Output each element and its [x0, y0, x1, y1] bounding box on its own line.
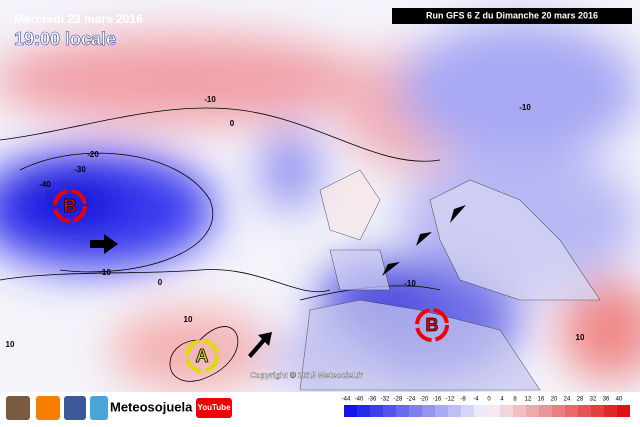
colorbar-swatch [357, 405, 370, 417]
colorbar-label: 12 [525, 397, 532, 403]
contour-label: -40 [39, 180, 51, 189]
colorbar-swatch [409, 405, 422, 417]
forecast-date: Mercredi 23 mars 2016 [14, 12, 143, 26]
colorbar-label: 28 [577, 397, 584, 403]
pressure-ring [53, 189, 87, 223]
colorbar-label: -4 [473, 397, 479, 403]
colorbar-swatch [565, 405, 578, 417]
colorbar-label: -12 [446, 397, 455, 403]
contour-label: 10 [184, 315, 193, 324]
pressure-center: B [64, 196, 77, 216]
colorbar-swatch [487, 405, 500, 417]
contour-label: -20 [87, 150, 99, 159]
colorbar-swatch [435, 405, 448, 417]
colorbar-label: -36 [368, 397, 377, 403]
colorbar-label: 36 [603, 397, 610, 403]
colorbar-label: 40 [616, 397, 623, 403]
pressure-center: B [426, 315, 439, 335]
colorbar-label: 4 [500, 397, 504, 403]
colorbar-swatch [552, 405, 565, 417]
copyright: Copyright © 2015 Meteociel.fr [250, 371, 363, 380]
coastlines [299, 169, 601, 391]
colorbar-label: -20 [420, 397, 429, 403]
colorbar-swatch [474, 405, 487, 417]
colorbar-label: 0 [487, 397, 491, 403]
colorbar-swatch [396, 405, 409, 417]
colorbar-swatch [513, 405, 526, 417]
colorbar-label: 32 [590, 397, 597, 403]
colorbar-swatch [578, 405, 591, 417]
colorbar-swatch [344, 405, 357, 417]
facebook-icon[interactable] [64, 396, 86, 420]
contour-label: -30 [74, 165, 86, 174]
colorbar-label: -24 [407, 397, 416, 403]
colorbar-swatch [604, 405, 617, 417]
brand: Meteosojuela [110, 399, 193, 414]
contour-label: -10 [519, 103, 531, 112]
blogger-icon[interactable] [36, 396, 60, 420]
instagram-icon[interactable] [6, 396, 30, 420]
contour-label: 10 [576, 333, 585, 342]
colorbar-label: -16 [433, 397, 442, 403]
run-box [392, 8, 632, 24]
colorbar-label: -40 [355, 397, 364, 403]
contour-label: 0 [158, 278, 163, 287]
pressure-center: A [196, 346, 209, 366]
contours [0, 107, 441, 382]
colorbar-swatch [591, 405, 604, 417]
colorbar-label: -28 [394, 397, 403, 403]
pressure-ring [415, 308, 449, 342]
colorbar-swatch [539, 405, 552, 417]
colorbar-swatch [617, 405, 630, 417]
colorbar-label: -44 [342, 397, 351, 403]
colorbar-label: 20 [551, 397, 558, 403]
contour-label: 10 [6, 340, 15, 349]
arrows [90, 205, 466, 358]
colorbar-swatch [526, 405, 539, 417]
contour-label: -10 [204, 95, 216, 104]
colorbar-label: -32 [381, 397, 390, 403]
forecast-time: 19:00 locale [14, 29, 116, 49]
colorbar-swatch [500, 405, 513, 417]
run-info: Run GFS 6 Z du Dimanche 20 mars 2016 [426, 10, 598, 20]
colorbar-label: 16 [538, 397, 545, 403]
twitter-icon[interactable] [90, 396, 108, 420]
colorbar-swatch [370, 405, 383, 417]
contour-label: -10 [99, 268, 111, 277]
colorbar-swatch [448, 405, 461, 417]
colorbar-label: 8 [513, 397, 517, 403]
contour-label: 0 [230, 119, 235, 128]
youtube-box[interactable] [196, 398, 232, 418]
colorbar-swatch [383, 405, 396, 417]
contour-label: -10 [404, 279, 416, 288]
pressure-ring [185, 339, 219, 373]
colorbar-swatch [422, 405, 435, 417]
colorbar-label: -8 [460, 397, 466, 403]
colorbar-swatch [461, 405, 474, 417]
youtube-label: YouTube [197, 403, 231, 412]
colorbar-label: 24 [564, 397, 571, 403]
